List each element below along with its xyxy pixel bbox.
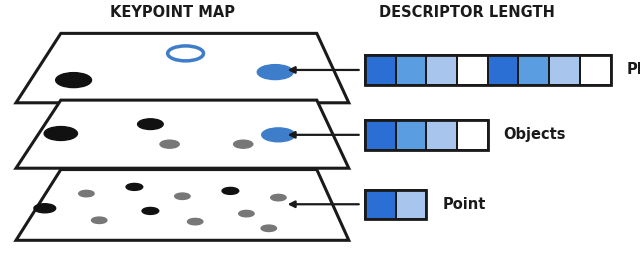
Bar <box>457 120 488 150</box>
Bar <box>396 55 426 85</box>
Circle shape <box>175 193 190 199</box>
Bar <box>457 120 488 150</box>
Bar <box>426 55 457 85</box>
Text: Places: Places <box>627 62 640 77</box>
Circle shape <box>160 140 179 148</box>
Bar <box>580 55 611 85</box>
Circle shape <box>126 183 143 190</box>
Bar <box>518 55 549 85</box>
Bar <box>365 120 396 150</box>
Bar <box>580 55 611 85</box>
Circle shape <box>257 65 293 80</box>
Bar <box>365 190 426 219</box>
Polygon shape <box>16 100 349 168</box>
Bar <box>549 55 580 85</box>
Circle shape <box>142 207 159 214</box>
Circle shape <box>262 128 295 142</box>
Circle shape <box>234 140 253 148</box>
Bar <box>549 55 580 85</box>
Circle shape <box>138 119 163 129</box>
Circle shape <box>34 204 56 213</box>
Bar <box>365 120 396 150</box>
Bar <box>365 190 396 219</box>
Bar <box>426 120 457 150</box>
Circle shape <box>222 187 239 194</box>
Bar <box>396 55 426 85</box>
Bar <box>365 190 396 219</box>
Bar <box>518 55 549 85</box>
Circle shape <box>271 194 286 201</box>
Circle shape <box>44 127 77 140</box>
Circle shape <box>56 73 92 88</box>
Text: KEYPOINT MAP: KEYPOINT MAP <box>110 5 236 20</box>
Bar <box>365 55 611 85</box>
Circle shape <box>261 225 276 231</box>
Bar <box>396 120 426 150</box>
Bar <box>488 55 518 85</box>
Circle shape <box>92 217 107 223</box>
Bar <box>365 55 396 85</box>
Bar <box>365 120 488 150</box>
Polygon shape <box>16 33 349 103</box>
Text: Objects: Objects <box>504 127 566 142</box>
Circle shape <box>188 218 203 225</box>
Bar <box>426 120 457 150</box>
Circle shape <box>79 190 94 197</box>
Bar <box>426 55 457 85</box>
Polygon shape <box>16 170 349 240</box>
Bar <box>396 120 426 150</box>
Text: DESCRIPTOR LENGTH: DESCRIPTOR LENGTH <box>380 5 555 20</box>
Bar <box>365 55 396 85</box>
Bar <box>396 190 426 219</box>
Bar <box>457 55 488 85</box>
Bar <box>488 55 518 85</box>
Bar <box>396 190 426 219</box>
Text: Point: Point <box>442 197 486 212</box>
Bar <box>457 55 488 85</box>
Circle shape <box>239 210 254 217</box>
